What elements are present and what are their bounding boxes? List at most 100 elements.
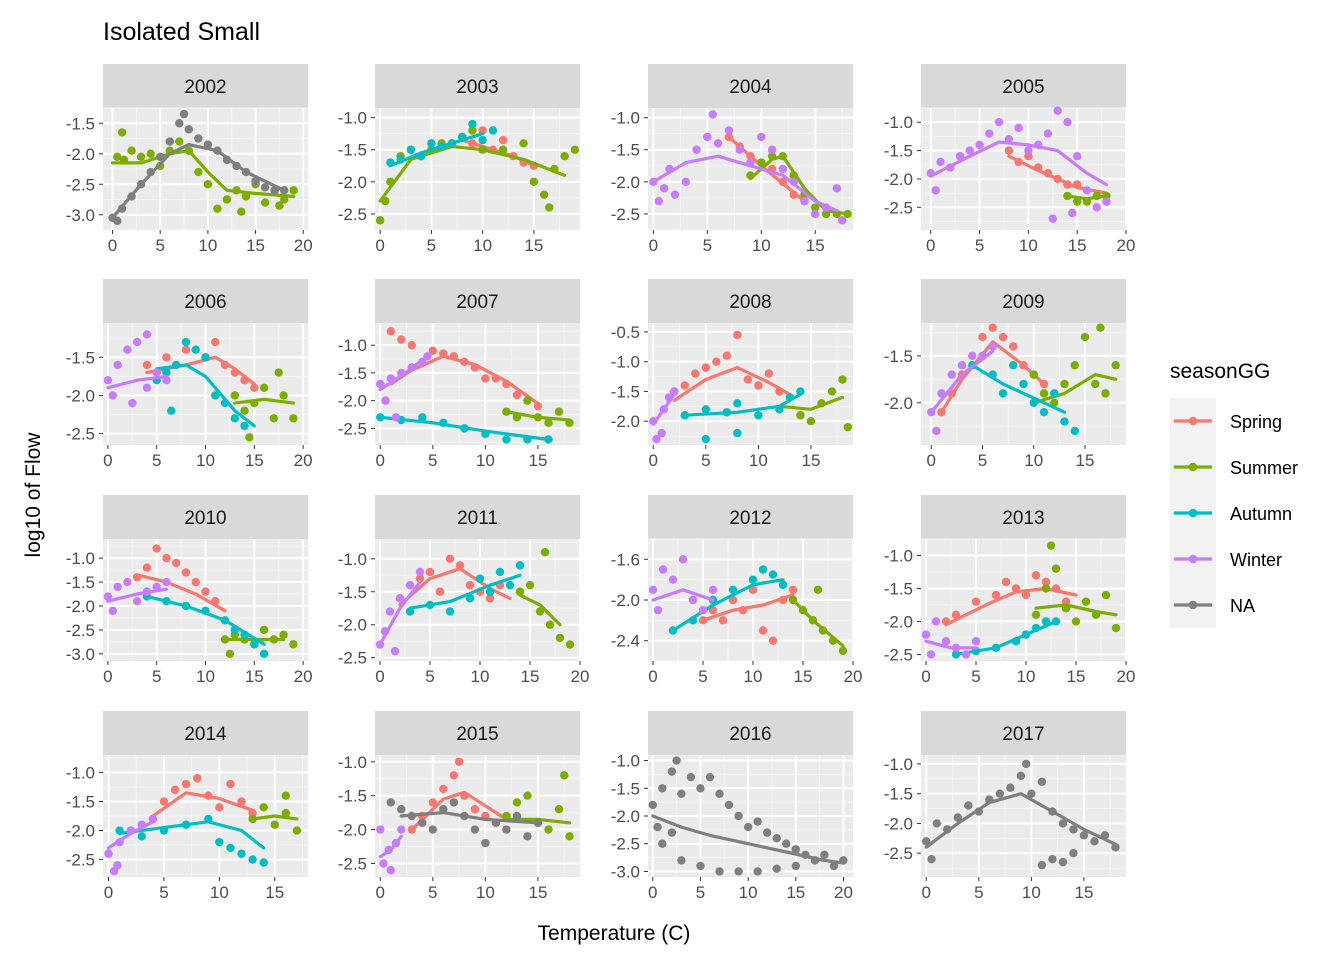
data-point <box>1060 417 1069 426</box>
smooth-line <box>929 349 995 414</box>
data-point <box>811 209 820 219</box>
smooth-line <box>106 820 155 850</box>
smooth-line <box>1032 373 1118 405</box>
data-point <box>127 146 136 155</box>
data-point <box>279 391 288 400</box>
data-point <box>397 825 406 834</box>
y-tick-label: -2.5 <box>884 198 913 217</box>
facet-strip-label: 2005 <box>1002 77 1044 98</box>
y-tick-label: -2.5 <box>884 844 913 863</box>
data-point <box>728 585 738 595</box>
data-point <box>988 323 997 332</box>
data-point <box>269 414 279 423</box>
series-winter <box>375 567 425 656</box>
legend-key-point <box>1188 416 1198 426</box>
series-winter <box>376 352 432 422</box>
y-tick-label: -2.0 <box>338 616 367 635</box>
data-point <box>435 587 445 596</box>
x-tick-label: 0 <box>926 236 935 255</box>
data-point <box>757 158 766 167</box>
data-point <box>1048 214 1057 223</box>
y-tick-label: -1.0 <box>66 763 95 782</box>
data-point <box>652 434 661 444</box>
x-tick-label: 10 <box>744 667 763 686</box>
y-tick-label: -2.5 <box>338 854 367 873</box>
y-tick-label: -2.5 <box>338 649 367 668</box>
facet-strip-label: 2004 <box>729 77 772 98</box>
data-point <box>1063 117 1072 127</box>
data-point <box>470 805 480 814</box>
data-point <box>758 565 768 574</box>
data-point <box>142 383 152 393</box>
data-point <box>545 620 555 629</box>
data-point <box>554 407 564 416</box>
legend-label: Summer <box>1230 458 1298 478</box>
data-point <box>677 789 686 799</box>
data-point <box>545 203 554 212</box>
y-tick-label: -1.0 <box>66 549 95 568</box>
data-point <box>397 805 406 814</box>
data-point <box>213 204 222 213</box>
y-tick-label: -0.5 <box>611 323 640 342</box>
y-tick-label: -1.5 <box>338 787 367 806</box>
data-point <box>947 370 956 379</box>
data-point <box>688 595 698 605</box>
data-point <box>427 139 436 148</box>
smooth-line <box>388 132 485 168</box>
smooth-line <box>651 814 846 865</box>
data-point <box>1096 323 1105 332</box>
data-point <box>667 828 677 837</box>
smooth-line <box>155 363 256 428</box>
smooth-line <box>939 340 1046 414</box>
data-point <box>554 805 564 814</box>
data-point <box>838 375 847 384</box>
data-point <box>1072 152 1082 161</box>
data-point <box>128 398 137 408</box>
data-point <box>922 837 931 846</box>
series-winter <box>926 106 1111 223</box>
x-tick-label: 15 <box>1068 236 1087 255</box>
data-point <box>535 607 545 616</box>
data-point <box>1082 186 1092 195</box>
data-point <box>454 757 464 766</box>
data-point <box>465 580 475 590</box>
series-autumn <box>115 814 268 867</box>
data-point <box>1029 370 1038 379</box>
y-tick-label: -1.5 <box>66 348 95 367</box>
data-point <box>279 630 288 639</box>
x-tick-label: 10 <box>476 451 495 470</box>
data-point <box>971 597 981 606</box>
y-tick-label: -1.0 <box>338 550 367 569</box>
x-tick-label: 0 <box>922 883 931 902</box>
data-point <box>274 368 283 377</box>
y-tick-label: -1.5 <box>338 141 367 160</box>
legend: seasonGG Spring Summer Autumn Winter NA <box>1162 348 1340 638</box>
smooth-line <box>106 374 169 390</box>
data-point <box>758 626 768 635</box>
data-point <box>201 353 210 362</box>
y-tick-label: -2.0 <box>66 822 95 841</box>
data-point <box>108 606 117 615</box>
smooth-line <box>410 790 508 832</box>
data-point <box>1081 597 1091 606</box>
data-point <box>260 198 270 207</box>
y-tick-label: -2.0 <box>66 597 95 616</box>
data-point <box>1004 146 1014 155</box>
data-point <box>405 580 415 590</box>
facet-panel-2013: 2013 0 5 10 15 20 -2.5 -2.0 -1.5 -1.0 <box>884 495 1135 686</box>
data-point <box>570 145 580 154</box>
smooth-line <box>929 140 1109 187</box>
data-point <box>829 861 839 871</box>
data-point <box>1058 819 1068 828</box>
data-point <box>686 772 696 782</box>
x-tick-label: 15 <box>524 236 543 255</box>
facet-strip-label: 2002 <box>184 77 226 98</box>
data-point <box>201 587 210 596</box>
smooth-line <box>672 366 792 402</box>
data-point <box>827 387 837 396</box>
facet-panel-2014: 2014 0 5 10 15 -2.5 -2.0 -1.5 -1.0 <box>66 711 308 902</box>
data-point <box>1021 590 1031 600</box>
data-point <box>560 151 569 161</box>
data-point <box>712 357 721 366</box>
facet-panel-2009: 2009 0 5 10 15 -2.0 -1.5 <box>884 279 1126 470</box>
